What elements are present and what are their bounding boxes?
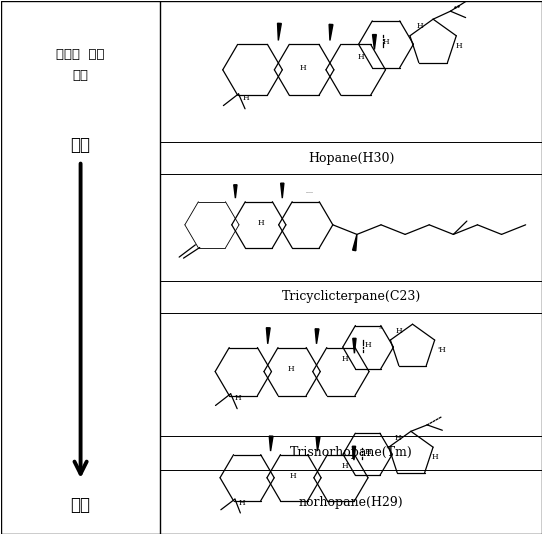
Text: Hopane(H30): Hopane(H30) bbox=[308, 151, 395, 165]
Polygon shape bbox=[352, 446, 356, 460]
Text: H: H bbox=[365, 341, 371, 349]
Text: 낮음: 낮음 bbox=[71, 136, 91, 154]
Text: H: H bbox=[342, 355, 349, 363]
Polygon shape bbox=[269, 436, 273, 451]
Text: H: H bbox=[358, 52, 364, 60]
Text: ,,: ,, bbox=[378, 323, 383, 330]
Text: 'H: 'H bbox=[437, 346, 446, 354]
Polygon shape bbox=[267, 328, 270, 344]
Polygon shape bbox=[353, 338, 356, 353]
Text: ....: .... bbox=[306, 189, 314, 194]
Text: 생분해  작용: 생분해 작용 bbox=[56, 48, 105, 60]
Text: H: H bbox=[456, 42, 462, 50]
Text: Tricyclicterpane(C23): Tricyclicterpane(C23) bbox=[282, 291, 421, 303]
Polygon shape bbox=[277, 23, 281, 41]
Polygon shape bbox=[315, 329, 319, 344]
Text: H: H bbox=[300, 64, 306, 72]
Text: H: H bbox=[288, 365, 294, 373]
Text: Trisnorhopane(Tm): Trisnorhopane(Tm) bbox=[290, 446, 413, 460]
Text: H: H bbox=[364, 448, 371, 456]
Text: H: H bbox=[432, 453, 439, 461]
Text: H: H bbox=[395, 434, 401, 442]
Polygon shape bbox=[329, 24, 333, 41]
Polygon shape bbox=[372, 35, 376, 50]
Polygon shape bbox=[281, 183, 284, 198]
Text: H: H bbox=[257, 219, 264, 227]
Text: H: H bbox=[416, 22, 423, 30]
Polygon shape bbox=[316, 437, 320, 451]
Text: norhopane(H29): norhopane(H29) bbox=[299, 496, 403, 509]
Text: H: H bbox=[243, 94, 249, 102]
Text: 정도: 정도 bbox=[73, 69, 89, 82]
Text: H: H bbox=[289, 472, 296, 479]
Text: H: H bbox=[395, 327, 402, 335]
Text: H: H bbox=[342, 462, 349, 470]
Polygon shape bbox=[352, 234, 357, 251]
Text: H: H bbox=[383, 38, 389, 46]
Text: 높음: 높음 bbox=[71, 496, 91, 514]
Text: H: H bbox=[238, 499, 245, 507]
Polygon shape bbox=[233, 185, 237, 198]
Text: H: H bbox=[235, 394, 241, 402]
